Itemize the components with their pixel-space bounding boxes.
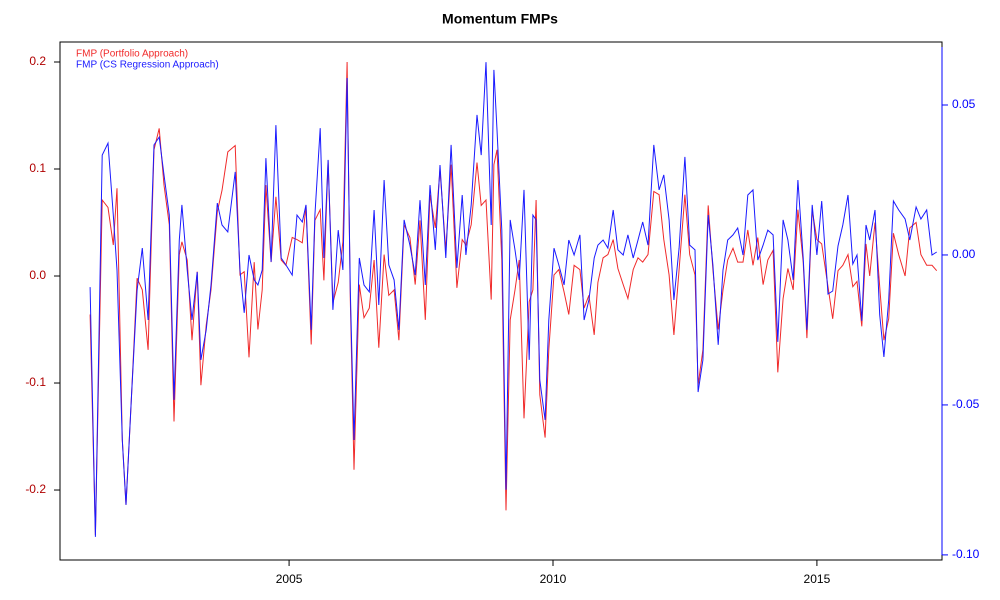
series-line [89, 61, 938, 536]
y-tick-label: 0.0 [29, 268, 46, 282]
plot-frame [59, 41, 943, 561]
y2-tick-label: -0.05 [952, 397, 980, 411]
legend-label: FMP (CS Regression Approach) [76, 60, 219, 71]
y2-tick-label: 0.00 [952, 247, 976, 261]
legend-label: FMP (Portfolio Approach) [76, 49, 188, 60]
y2-tick-label: 0.05 [952, 97, 976, 111]
chart-title: Momentum FMPs [442, 11, 558, 27]
y-tick-label: 0.1 [29, 161, 46, 175]
x-tick-label: 2005 [276, 572, 303, 586]
x-tick-label: 2010 [540, 572, 567, 586]
y-tick-label: 0.2 [29, 54, 46, 68]
y-tick-label: -0.1 [25, 375, 46, 389]
y2-tick-label: -0.10 [952, 547, 980, 561]
series-line [89, 62, 937, 537]
x-tick-label: 2015 [804, 572, 831, 586]
y-tick-label: -0.2 [25, 482, 46, 496]
